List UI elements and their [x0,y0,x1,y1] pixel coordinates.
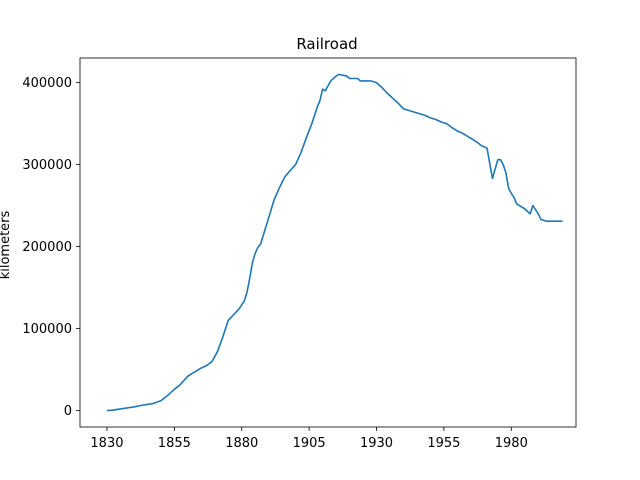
y-tick-label: 100000 [22,322,72,337]
chart-title: Railroad [296,35,357,53]
x-tick-label: 1830 [90,436,123,451]
x-tick-label: 1905 [293,436,326,451]
x-tick-label: 1980 [495,436,528,451]
y-tick-label: 300000 [22,158,72,173]
y-tick-label: 200000 [22,240,72,255]
x-tick-label: 1930 [360,436,393,451]
y-axis-label: kilometers [0,210,13,279]
plot-frame [79,57,577,428]
y-tick-label: 0 [64,404,72,419]
series-line [106,73,563,412]
plot-area [106,73,563,412]
x-tick-label: 1880 [225,436,258,451]
x-tick-label: 1955 [427,436,460,451]
y-tick-label: 400000 [22,76,72,91]
x-tick-label: 1855 [158,436,191,451]
